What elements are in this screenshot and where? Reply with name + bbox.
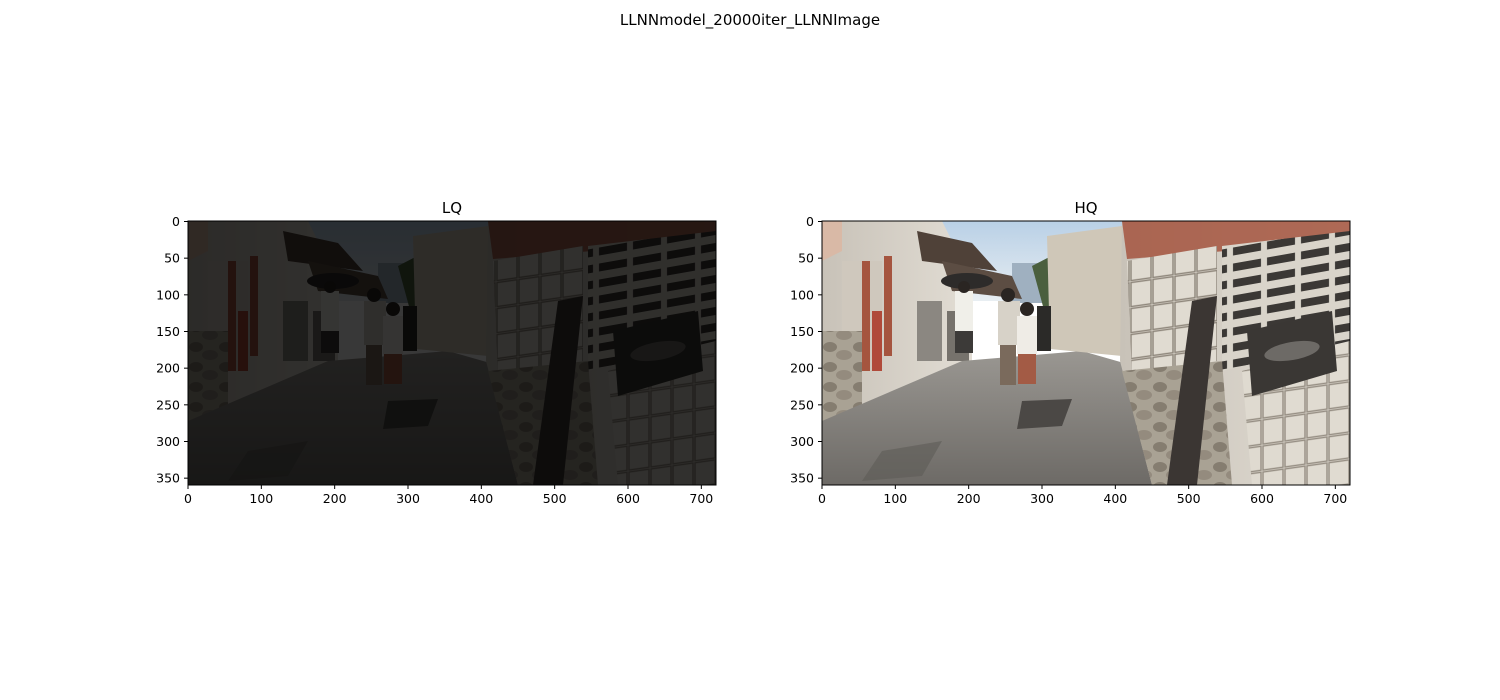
image-lq — [188, 221, 716, 485]
x-tick-label: 100 — [249, 491, 273, 506]
y-tick-label: 150 — [790, 324, 814, 339]
x-tick-label: 100 — [883, 491, 907, 506]
y-tick-label: 0 — [806, 214, 814, 229]
x-tick-label: 700 — [689, 491, 713, 506]
x-tick-label: 200 — [957, 491, 981, 506]
y-tick-label: 150 — [156, 324, 180, 339]
y-tick-label: 100 — [790, 287, 814, 302]
axes-frame-lq — [187, 220, 717, 486]
x-tick-label: 300 — [1030, 491, 1054, 506]
y-tick-label: 350 — [156, 471, 180, 486]
y-tick-label: 250 — [790, 397, 814, 412]
y-tick-label: 100 — [156, 287, 180, 302]
axes-frame-hq — [821, 220, 1351, 486]
y-tick-label: 50 — [164, 251, 180, 266]
x-tick-label: 600 — [616, 491, 640, 506]
x-tick-label: 500 — [543, 491, 567, 506]
x-tick-label: 300 — [396, 491, 420, 506]
y-tick-label: 250 — [156, 397, 180, 412]
panel-lq: LQ 0 100 200 300 400 500 600 700 0 50 100 150 200 250… — [156, 199, 717, 506]
x-tick-label: 0 — [184, 491, 192, 506]
ticks-hq: 0 100 200 300 400 500 600 700 0 50 100 150 200 250 300… — [790, 214, 1347, 506]
panel-title-hq: HQ — [1074, 199, 1097, 217]
panel-title-lq: LQ — [442, 199, 462, 217]
y-tick-label: 350 — [790, 471, 814, 486]
y-tick-label: 200 — [790, 361, 814, 376]
y-tick-label: 300 — [790, 434, 814, 449]
x-tick-label: 0 — [818, 491, 826, 506]
x-tick-label: 400 — [469, 491, 493, 506]
x-tick-label: 700 — [1323, 491, 1347, 506]
image-hq — [822, 221, 1350, 485]
y-tick-label: 0 — [172, 214, 180, 229]
panel-hq: HQ 0 100 200 300 400 500 600 700 0 50 100 150 200 250… — [790, 199, 1351, 506]
y-tick-label: 50 — [798, 251, 814, 266]
x-tick-label: 600 — [1250, 491, 1274, 506]
x-tick-label: 500 — [1177, 491, 1201, 506]
y-tick-label: 200 — [156, 361, 180, 376]
y-tick-label: 300 — [156, 434, 180, 449]
x-tick-label: 200 — [323, 491, 347, 506]
x-tick-label: 400 — [1103, 491, 1127, 506]
ticks-lq: 0 100 200 300 400 500 600 700 0 50 100 150 200 250 300… — [156, 214, 713, 506]
figure-title: LLNNmodel_20000iter_LLNNImage — [619, 11, 881, 29]
